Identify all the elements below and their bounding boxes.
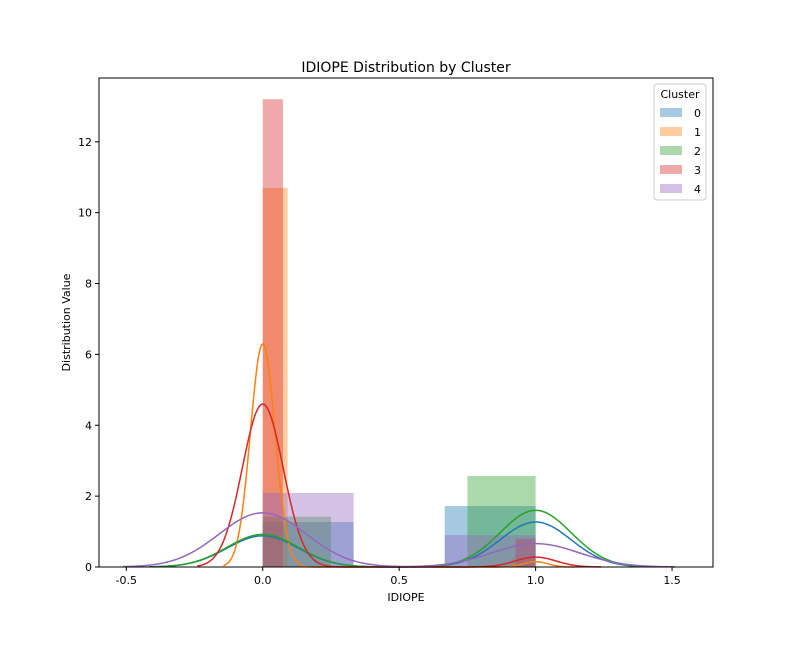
legend-swatch-3 xyxy=(660,165,682,174)
y-axis-label: Distribution Value xyxy=(60,273,73,371)
y-tick-label: 4 xyxy=(85,419,92,432)
bar-cluster-3-0 xyxy=(262,99,283,568)
legend-items: 0 1 2 3 4 xyxy=(660,107,701,196)
kde-line-cluster-0 xyxy=(149,521,650,568)
legend-label-3: 3 xyxy=(694,164,701,177)
x-tick-label: 0.0 xyxy=(254,574,272,587)
kde-line-cluster-3 xyxy=(197,403,602,568)
bar-cluster-1-1 xyxy=(510,558,536,567)
legend-label-1: 1 xyxy=(694,126,701,139)
kde-layer xyxy=(122,342,676,568)
legend-swatch-0 xyxy=(660,108,682,117)
bar-cluster-1-0 xyxy=(262,187,288,567)
y-tick-label: 6 xyxy=(85,348,92,361)
legend-swatch-1 xyxy=(660,127,682,136)
x-tick-label: -0.5 xyxy=(116,574,137,587)
y-tick-label: 0 xyxy=(85,561,92,574)
legend-label-4: 4 xyxy=(694,183,701,196)
x-tick-label: 1.5 xyxy=(663,574,681,587)
y-tick-label: 12 xyxy=(78,136,92,149)
legend-title: Cluster xyxy=(660,88,700,101)
legend-label-0: 0 xyxy=(694,107,701,120)
chart-title: IDIOPE Distribution by Cluster xyxy=(301,60,510,76)
y-tick-label: 2 xyxy=(85,490,92,503)
x-axis-ticks: -0.5 0.0 0.5 1.0 1.5 xyxy=(116,567,681,587)
x-tick-label: 1.0 xyxy=(527,574,545,587)
kde-line-cluster-4 xyxy=(122,512,676,568)
bars-layer xyxy=(262,99,536,568)
x-tick-label: 0.5 xyxy=(390,574,408,587)
plot-frame xyxy=(98,77,714,568)
x-axis-label: IDIOPE xyxy=(387,591,424,604)
legend-box xyxy=(653,83,707,201)
legend: Cluster 0 1 2 3 4 xyxy=(653,83,707,201)
legend-swatch-2 xyxy=(660,146,682,155)
legend-swatch-4 xyxy=(660,184,682,193)
bar-cluster-0-1 xyxy=(444,506,536,567)
bar-cluster-0-0 xyxy=(262,521,354,567)
y-tick-label: 10 xyxy=(78,207,92,220)
legend-label-2: 2 xyxy=(694,145,701,158)
y-axis-ticks: 0 2 4 6 8 10 12 xyxy=(78,136,99,574)
y-tick-label: 8 xyxy=(85,278,92,291)
